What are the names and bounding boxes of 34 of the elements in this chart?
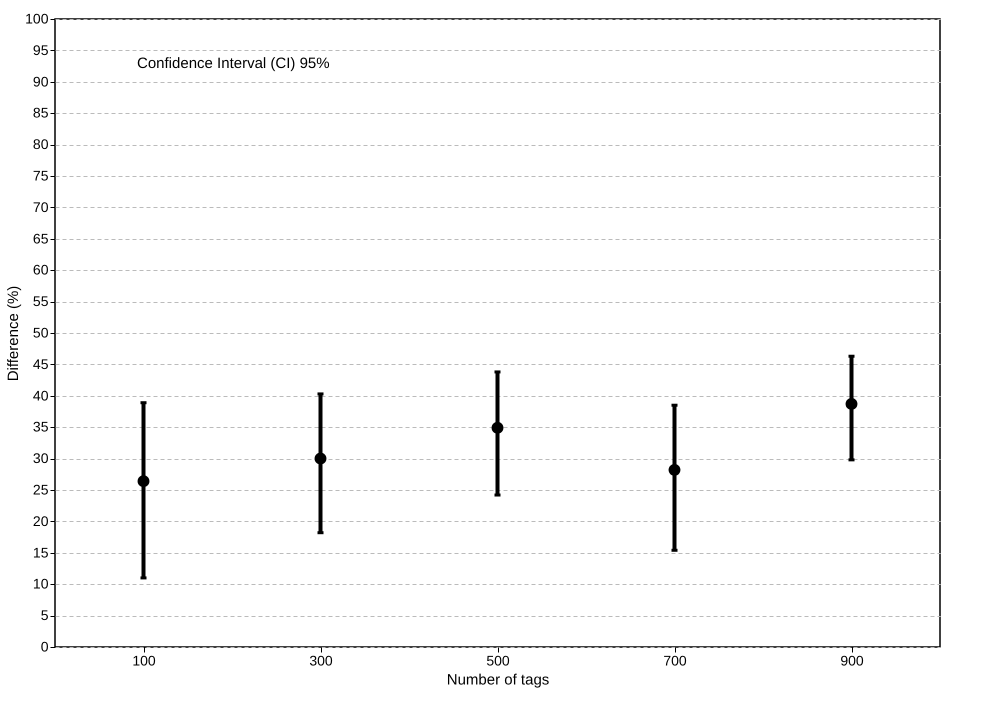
x-tick-label: 700 [663,652,687,668]
y-tick-label: 70 [32,198,49,215]
y-axis-title: Difference (%) [5,286,22,382]
y-tick-label: 75 [32,168,49,184]
point [846,398,858,410]
y-tick-label: 90 [32,73,49,90]
x-tick-label: 500 [486,652,510,668]
y-tick-label: 45 [32,356,49,372]
y-tick-label: 5 [40,607,49,624]
y-tick-label: 35 [32,418,49,435]
point [314,452,326,465]
y-tick-label: 15 [32,544,49,560]
y-tick-label: 30 [32,450,49,466]
y-tick-label: 85 [32,104,49,121]
y-tick-label: 20 [32,512,49,529]
y-tick-label: 10 [32,576,49,592]
y-tick-label: 65 [32,230,49,246]
point [492,422,504,434]
x-tick-label: 300 [309,652,333,668]
point [668,464,680,476]
annotation: Confidence Interval (CI) 95% [137,55,330,72]
y-tick-label: 40 [32,387,49,404]
y-tick-label: 60 [32,262,49,278]
x-axis-title: Number of tags [446,672,550,688]
y-tick-label: 95 [32,42,49,58]
y-tick-label: 0 [40,638,49,654]
y-tick-label: 50 [32,324,49,340]
x-tick-label: 900 [840,652,864,668]
point [138,475,150,488]
y-tick-label: 80 [32,136,49,152]
y-tick-label: 25 [32,482,49,498]
y-tick-label: 55 [32,293,49,310]
y-tick-label: 100 [25,10,49,26]
x-tick-label: 100 [132,652,156,668]
